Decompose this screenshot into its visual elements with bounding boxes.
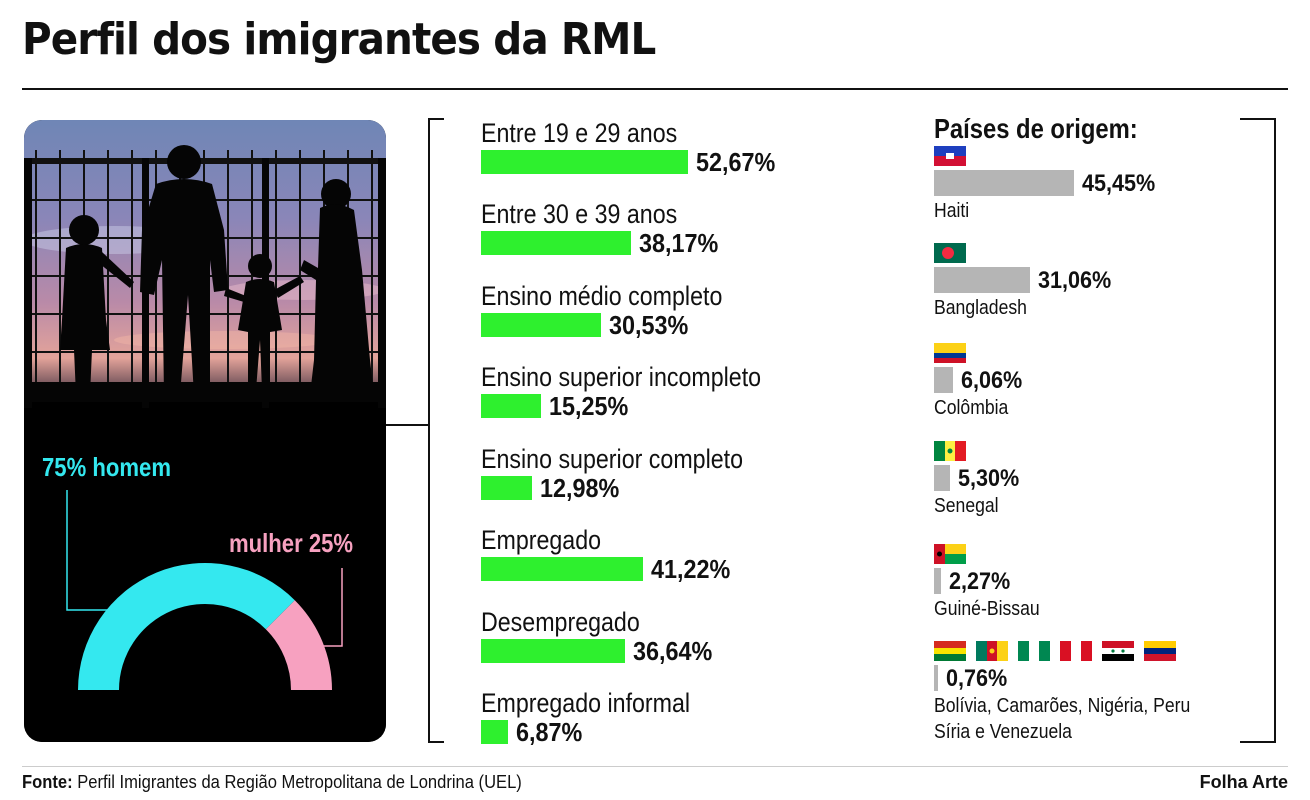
country-value-label: 2,27% bbox=[949, 568, 1011, 595]
family-photo-panel: 75% homem mulher 25% bbox=[24, 120, 386, 742]
bangladesh-flag-icon bbox=[934, 243, 966, 263]
bar bbox=[481, 150, 688, 174]
bracket-right-vertical bbox=[1274, 118, 1276, 743]
guinea-bissau-flag-icon bbox=[934, 544, 966, 564]
bar bbox=[481, 720, 508, 744]
country-bar bbox=[934, 465, 950, 491]
men-share-label: 75% homem bbox=[42, 452, 171, 482]
bar-label: Ensino médio completo bbox=[481, 281, 723, 311]
country-bar bbox=[934, 367, 953, 393]
bar bbox=[481, 313, 601, 337]
country-name-line2: Síria e Venezuela bbox=[934, 721, 1072, 743]
country-value-label: 5,30% bbox=[958, 465, 1020, 492]
bar-value-label: 12,98% bbox=[540, 473, 620, 503]
country-bar bbox=[934, 665, 938, 691]
bar-label: Entre 19 e 29 anos bbox=[481, 118, 678, 148]
country-value-label: 0,76% bbox=[946, 665, 1008, 692]
colombia-flag-icon bbox=[934, 343, 966, 363]
bar-value-label: 30,53% bbox=[609, 310, 689, 340]
country-value-label: 31,06% bbox=[1038, 267, 1112, 294]
source-prefix: Fonte: bbox=[22, 772, 73, 792]
country-name: Bolívia, Camarões, Nigéria, Peru bbox=[934, 695, 1191, 717]
bolivia-flag-icon bbox=[934, 641, 966, 661]
syria-flag-icon bbox=[1102, 641, 1134, 661]
country-value-label: 6,06% bbox=[961, 367, 1023, 394]
footer-divider bbox=[22, 766, 1288, 767]
bracket-connector bbox=[386, 424, 429, 426]
country-name: Senegal bbox=[934, 495, 999, 517]
women-share-label: mulher 25% bbox=[229, 528, 354, 558]
bar-label: Ensino superior completo bbox=[481, 444, 744, 474]
country-name: Colômbia bbox=[934, 397, 1009, 419]
venezuela-flag-icon bbox=[1144, 641, 1176, 661]
bar-value-label: 15,25% bbox=[549, 391, 629, 421]
bar-label: Empregado informal bbox=[481, 688, 691, 718]
bar bbox=[481, 394, 541, 418]
countries-title: Países de origem: bbox=[934, 113, 1138, 144]
source-note: Fonte: Perfil Imigrantes da Região Metro… bbox=[22, 772, 522, 793]
bar bbox=[481, 476, 532, 500]
bracket-left-bottom bbox=[428, 741, 444, 743]
bar-label: Entre 30 e 39 anos bbox=[481, 199, 678, 229]
senegal-flag-icon bbox=[934, 441, 966, 461]
country-name: Bangladesh bbox=[934, 297, 1027, 319]
bracket-right-bottom bbox=[1240, 741, 1276, 743]
country-bar bbox=[934, 267, 1030, 293]
peru-flag-icon bbox=[1060, 641, 1092, 661]
bracket-right-top bbox=[1240, 118, 1276, 120]
bar-value-label: 6,87% bbox=[516, 717, 583, 747]
haiti-flag-icon bbox=[934, 146, 966, 166]
cameroon-flag-icon bbox=[976, 641, 1008, 661]
bar bbox=[481, 231, 631, 255]
source-text: Perfil Imigrantes da Região Metropolitan… bbox=[77, 772, 522, 792]
country-bar bbox=[934, 170, 1074, 196]
family-silhouette-illustration bbox=[24, 120, 386, 742]
bracket-left-vertical bbox=[428, 118, 430, 743]
country-value-label: 45,45% bbox=[1082, 170, 1156, 197]
bar-value-label: 41,22% bbox=[651, 554, 731, 584]
bar-value-label: 52,67% bbox=[696, 147, 776, 177]
bar-label: Desempregado bbox=[481, 607, 640, 637]
bar bbox=[481, 639, 625, 663]
page-title: Perfil dos imigrantes da RML bbox=[22, 14, 656, 65]
bracket-left-top bbox=[428, 118, 444, 120]
bar-value-label: 36,64% bbox=[633, 636, 713, 666]
bar-value-label: 38,17% bbox=[639, 228, 719, 258]
bar-label: Ensino superior incompleto bbox=[481, 362, 762, 392]
bar bbox=[481, 557, 643, 581]
bar-label: Empregado bbox=[481, 525, 602, 555]
country-name: Guiné-Bissau bbox=[934, 598, 1040, 620]
title-divider bbox=[22, 88, 1288, 90]
credit: Folha Arte bbox=[1199, 772, 1288, 792]
country-name: Haiti bbox=[934, 200, 970, 222]
country-bar bbox=[934, 568, 941, 594]
nigeria-flag-icon bbox=[1018, 641, 1050, 661]
